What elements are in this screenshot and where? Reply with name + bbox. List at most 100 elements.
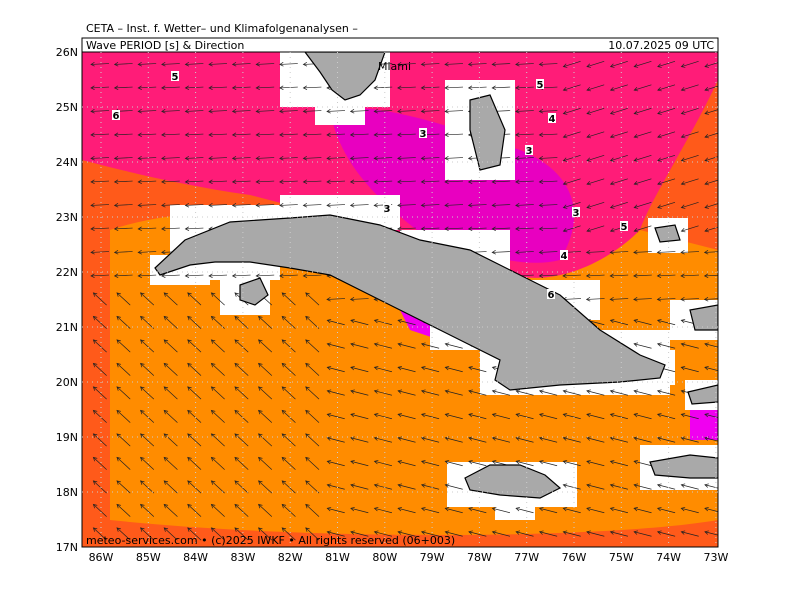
arrow: [633, 297, 652, 302]
arrow: [258, 362, 273, 376]
arrow: [305, 503, 320, 517]
arrow: [140, 503, 155, 517]
arrow: [234, 339, 249, 353]
arrow: [609, 506, 629, 514]
arrow: [468, 436, 487, 443]
arrow: [92, 386, 107, 400]
arrow: [656, 342, 676, 349]
arrow: [397, 132, 416, 138]
arrow: [187, 386, 202, 400]
arrow: [92, 503, 107, 517]
arrow: [140, 527, 155, 541]
arrow: [255, 179, 275, 185]
arrow: [491, 412, 511, 420]
arrow: [349, 203, 369, 208]
arrow: [680, 131, 699, 139]
arrow: [279, 273, 298, 279]
city-label: Miami: [378, 60, 411, 73]
contour-label: 5: [172, 72, 179, 83]
arrow: [586, 108, 605, 115]
arrow: [467, 226, 487, 232]
arrow: [255, 109, 275, 114]
arrow: [137, 62, 157, 67]
arrow: [397, 62, 416, 67]
arrow: [680, 61, 699, 68]
arrow: [680, 412, 699, 420]
arrow: [234, 527, 249, 541]
arrow: [326, 203, 346, 208]
arrow: [397, 483, 416, 490]
arrow: [515, 226, 534, 232]
arrow: [187, 292, 202, 306]
arrow: [90, 156, 110, 161]
arrow: [305, 456, 320, 470]
arrow: [90, 109, 110, 114]
arrow: [161, 273, 180, 279]
arrow: [349, 109, 369, 114]
arrow: [704, 483, 718, 489]
arrow: [515, 459, 534, 467]
arrow: [187, 527, 202, 541]
header-line: CETA – Inst. f. Wetter– und Klimafolgena…: [86, 22, 358, 35]
header-right: 10.07.2025 09 UTC: [608, 39, 714, 52]
arrow: [680, 342, 699, 349]
arrow: [680, 202, 699, 209]
arrow: [680, 108, 699, 115]
arrow: [258, 527, 273, 541]
arrow: [657, 61, 676, 68]
arrow: [210, 503, 225, 517]
arrow: [609, 155, 628, 162]
footer-text: meteo-services.com • (c)2025 IWKF • All …: [86, 534, 455, 547]
arrow: [491, 250, 511, 255]
arrow: [397, 109, 416, 114]
arrow: [373, 389, 393, 396]
arrow: [350, 318, 369, 326]
arrow: [585, 297, 605, 302]
arrow: [140, 433, 155, 447]
arrow: [515, 156, 534, 161]
lat-label: 20N: [56, 376, 78, 389]
arrow: [187, 503, 202, 517]
arrow: [444, 506, 463, 514]
arrow: [680, 250, 700, 255]
arrow: [562, 530, 581, 537]
arrow: [92, 315, 107, 329]
arrow: [586, 225, 605, 233]
arrow: [137, 85, 157, 91]
arrow: [420, 62, 440, 67]
arrow: [586, 412, 605, 420]
arrow: [350, 342, 369, 349]
arrow: [491, 179, 511, 185]
contour-label-bg: [547, 289, 555, 299]
arrow: [468, 530, 487, 537]
arrow: [467, 62, 487, 67]
arrow: [633, 61, 652, 68]
arrow: [161, 62, 180, 67]
arrow: [586, 530, 605, 537]
arrow: [538, 389, 558, 396]
arrow: [444, 203, 464, 208]
arrow: [586, 506, 605, 514]
arrow: [184, 109, 204, 114]
arrow: [373, 365, 393, 373]
arrow: [140, 292, 155, 306]
arrow: [208, 109, 228, 114]
contour-label: 3: [526, 146, 533, 157]
arrow: [258, 480, 273, 494]
lon-label: 75W: [609, 551, 634, 564]
arrow: [468, 389, 487, 396]
arrow: [140, 480, 155, 494]
arrow: [657, 84, 676, 92]
arrow: [633, 389, 652, 396]
contour-label-bg: [560, 250, 568, 260]
arrow: [113, 203, 133, 208]
arrow: [562, 61, 581, 68]
arrow: [656, 506, 676, 514]
arrow: [163, 480, 178, 494]
arrow: [586, 483, 605, 490]
arrow: [231, 156, 251, 161]
arrow: [279, 203, 298, 208]
arrow: [210, 433, 225, 447]
arrow: [609, 61, 628, 68]
lat-label: 18N: [56, 486, 78, 499]
